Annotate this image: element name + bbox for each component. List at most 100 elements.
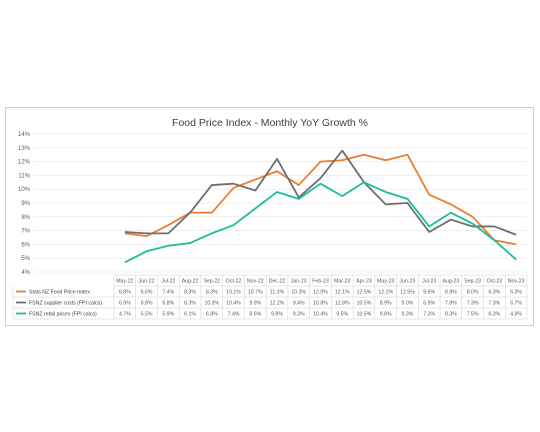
data-point (211, 232, 213, 234)
data-table-cell: 12.1% (335, 290, 350, 296)
data-point (233, 224, 235, 226)
x-category-label: May-23 (377, 279, 394, 285)
legend-series-name: FSNZ retail prices (FPI calcs) (29, 312, 97, 318)
data-table-cell: 10.8% (313, 301, 328, 307)
data-table-cell: 6.7% (510, 301, 522, 307)
data-point (428, 231, 430, 233)
data-table-cell: 9.0% (402, 301, 414, 307)
data-table-cell: 12.0% (313, 290, 328, 296)
x-category-label: Dec-22 (269, 279, 286, 285)
data-point (320, 183, 322, 185)
data-table-cell: 5.9% (162, 312, 174, 318)
y-tick-label: 9% (21, 201, 30, 207)
data-table-cell: 6.0% (510, 290, 522, 296)
x-category-label: Sep-23 (464, 279, 481, 285)
data-point (320, 161, 322, 163)
data-point (146, 235, 148, 237)
data-point (146, 250, 148, 252)
data-point (167, 232, 169, 234)
data-point (124, 261, 126, 263)
series-line-1 (124, 153, 517, 246)
data-table-cell: 10.4% (313, 312, 328, 318)
x-category-label: Mar-23 (334, 279, 351, 285)
series-line-2 (124, 149, 517, 236)
x-category-label: Jul-23 (422, 279, 436, 285)
y-tick-label: 10% (18, 187, 31, 193)
y-tick-label: 8% (21, 215, 30, 221)
data-table-cell: 10.7% (248, 290, 263, 296)
y-tick-label: 7% (21, 229, 30, 235)
data-table-cell: 5.5% (141, 312, 153, 318)
grid-layer (33, 133, 527, 273)
data-table-cell: 10.5% (357, 301, 372, 307)
data-table-cell: 8.9% (445, 290, 457, 296)
data-table-cell: 12.5% (357, 290, 372, 296)
data-point (167, 224, 169, 226)
x-category-label: Jan-23 (291, 279, 307, 285)
x-category-label: Nov-23 (508, 279, 525, 285)
data-point (428, 194, 430, 196)
y-tick-label: 5% (21, 256, 30, 262)
data-table-cell: 11.3% (270, 290, 285, 296)
y-tick-label: 13% (18, 146, 31, 152)
data-table-cell: 7.4% (228, 312, 240, 318)
data-point (450, 203, 452, 205)
data-table-cell: 12.1% (378, 290, 393, 296)
data-point (341, 150, 343, 152)
data-table-cell: 8.3% (184, 290, 196, 296)
legend-series-name: Stats NZ Food Price Index (29, 290, 90, 296)
data-table-cell: 4.7% (119, 312, 131, 318)
data-table-cell: 7.3% (423, 312, 435, 318)
data-point (450, 212, 452, 214)
data-point (167, 245, 169, 247)
chart-frame: Food Price Index - Monthly YoY Growth % … (5, 107, 534, 326)
data-point (493, 226, 495, 228)
data-point (254, 179, 256, 181)
data-point (515, 259, 517, 261)
data-point (385, 203, 387, 205)
data-point (276, 170, 278, 172)
data-table-cell: 10.1% (226, 290, 241, 296)
data-table-cell: 9.9% (249, 301, 261, 307)
data-table-cell: 6.8% (206, 312, 218, 318)
data-point (407, 154, 409, 156)
data-table-cell: 8.0% (467, 290, 479, 296)
data-table-cell: 6.9% (423, 301, 435, 307)
data-table-cell: 10.5% (357, 312, 372, 318)
data-table-cell: 7.4% (162, 290, 174, 296)
data-table-cell: 12.5% (400, 290, 415, 296)
data-table-cell: 4.9% (510, 312, 522, 318)
x-category-label: Jun-23 (400, 279, 416, 285)
data-point (493, 239, 495, 241)
x-category-label: May-22 (116, 279, 133, 285)
data-point (385, 159, 387, 161)
data-table-cell: 9.8% (271, 312, 283, 318)
data-table-cell: 6.8% (119, 290, 131, 296)
data-point (515, 244, 517, 246)
data-table-cell: 9.4% (293, 301, 305, 307)
x-category-label: Feb-23 (312, 279, 329, 285)
x-category-label: Oct-23 (487, 279, 503, 285)
data-point (276, 191, 278, 193)
data-point (298, 184, 300, 186)
x-category-label: Apr-23 (356, 279, 372, 285)
y-tick-label: 12% (18, 160, 31, 166)
data-point (320, 177, 322, 179)
data-table-cell: 8.9% (380, 301, 392, 307)
data-table-cell: 8.6% (249, 312, 261, 318)
chart-svg: Food Price Index - Monthly YoY Growth % … (12, 117, 528, 320)
data-point (211, 184, 213, 186)
y-tick-label: 14% (18, 132, 31, 138)
y-tick-label: 4% (21, 270, 30, 276)
x-category-label: Aug-23 (443, 279, 460, 285)
data-point (254, 190, 256, 192)
data-point (341, 195, 343, 197)
data-table-cell: 7.3% (488, 301, 500, 307)
data-table-cell: 7.8% (445, 301, 457, 307)
series-line-3 (124, 181, 517, 264)
data-table-cell: 9.6% (423, 290, 435, 296)
data-table-cell: 9.5% (336, 312, 348, 318)
data-point (276, 158, 278, 160)
data-table-cell: 6.9% (119, 301, 131, 307)
data-point (254, 208, 256, 210)
